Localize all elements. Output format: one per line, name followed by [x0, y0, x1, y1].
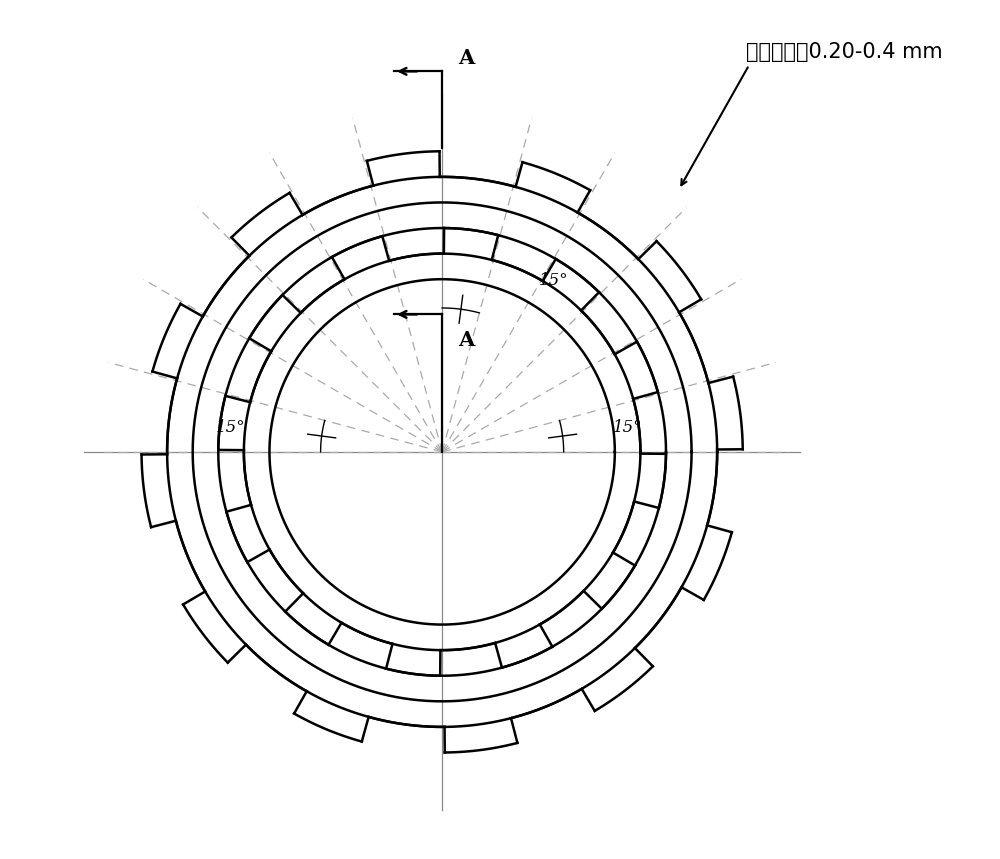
Text: A: A	[458, 331, 474, 350]
Text: 15°: 15°	[539, 271, 569, 289]
Text: A: A	[458, 48, 474, 68]
Text: 15°: 15°	[613, 419, 642, 436]
Text: 切割间隙値0.20-0.4 mm: 切割间隙値0.20-0.4 mm	[746, 42, 943, 62]
Text: 15°: 15°	[216, 419, 246, 436]
